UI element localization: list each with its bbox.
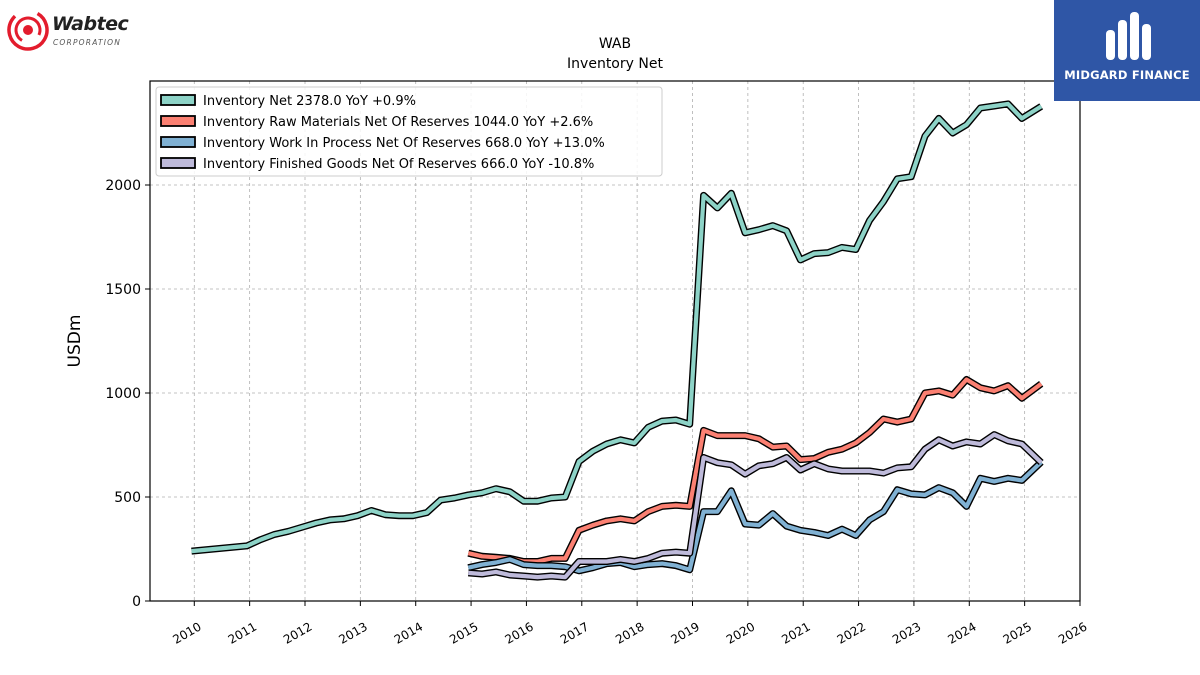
x-tick-label: 2025: [1001, 619, 1034, 646]
legend-label: Inventory Raw Materials Net Of Reserves …: [203, 115, 593, 130]
legend-swatch: [160, 115, 196, 127]
legend-swatch: [160, 94, 196, 106]
legend-swatch: [160, 157, 196, 169]
series-line: [467, 460, 1043, 573]
wabtec-logo-subtitle: CORPORATION: [53, 38, 122, 47]
midgard-logo-icon: [1106, 12, 1151, 60]
midgard-logo-name: MIDGARD FINANCE: [1064, 68, 1190, 82]
x-tick-label: 2024: [945, 619, 978, 646]
x-tick-label: 2022: [835, 619, 868, 646]
x-tick-label: 2016: [502, 619, 535, 646]
x-tick-label: 2026: [1056, 619, 1089, 646]
wabtec-logo-name: Wabtec: [52, 13, 129, 35]
x-tick-label: 2023: [890, 619, 923, 646]
y-axis-label: USDm: [65, 315, 85, 368]
chart-subtitle: Inventory Net: [567, 56, 663, 72]
x-tick-label: 2011: [226, 619, 259, 646]
x-tick-label: 2019: [669, 619, 702, 646]
x-tick-label: 2014: [392, 619, 425, 646]
x-tick-label: 2020: [724, 619, 757, 646]
wabtec-logo: Wabtec CORPORATION: [6, 8, 146, 52]
x-tick-label: 2013: [336, 619, 369, 646]
legend-box: [155, 86, 663, 177]
x-tick-label: 2012: [281, 619, 314, 646]
series-line: [467, 377, 1043, 564]
y-tick-label: 2000: [105, 178, 141, 194]
legend-swatch: [160, 136, 196, 148]
x-tick-label: 2018: [613, 619, 646, 646]
y-tick-label: 500: [114, 490, 141, 506]
series-line: [191, 101, 1043, 554]
series-line-outline: [467, 459, 1044, 575]
series-line: [468, 432, 1043, 580]
legend-label: Inventory Finished Goods Net Of Reserves…: [203, 157, 594, 172]
chart-title: WAB: [599, 36, 631, 52]
legend: Inventory Net 2378.0 YoY +0.9% Inventory …: [155, 86, 663, 177]
legend-label: Inventory Net 2378.0 YoY +0.9%: [203, 94, 416, 109]
midgard-finance-logo: MIDGARD FINANCE: [1054, 0, 1200, 101]
y-tick-label: 0: [132, 594, 141, 610]
legend-label: Inventory Work In Process Net Of Reserve…: [203, 136, 605, 151]
plot-frame: [149, 80, 1081, 602]
y-tick-label: 1000: [105, 386, 141, 402]
wabtec-logo-icon: [7, 9, 49, 51]
x-tick-label: 2021: [779, 619, 812, 646]
x-tick-label: 2015: [447, 619, 480, 646]
y-tick-label: 1500: [105, 282, 141, 298]
x-tick-label: 2010: [170, 619, 203, 646]
x-tick-label: 2017: [558, 619, 591, 646]
